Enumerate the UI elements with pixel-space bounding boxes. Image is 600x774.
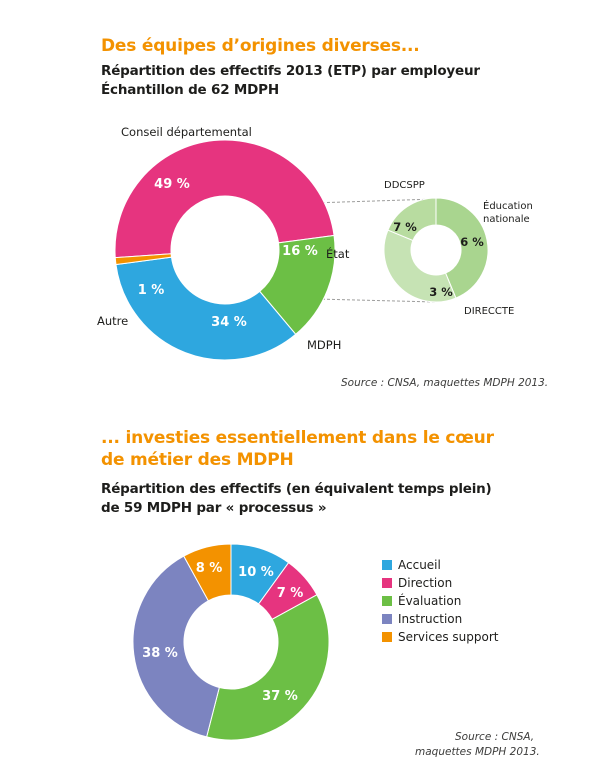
label-mdph: MDPH [307,338,341,352]
process-legend: Accueil Direction Évaluation Instruction… [382,556,499,646]
slice-mdph [115,256,297,361]
legend-item-services-support: Services support [382,628,499,646]
employer-donut [114,139,336,361]
slice-autre [114,253,173,266]
label-conseil-departemental: Conseil départemental [121,125,252,139]
legend-item-instruction: Instruction [382,610,499,628]
legend-swatch-evaluation [382,596,392,606]
legend-item-evaluation: Évaluation [382,592,499,610]
pct-direccte: 3 % [429,285,453,299]
label-ddcspp: DDCSPP [384,180,425,191]
pct-autre: 1 % [138,283,165,298]
pct-evaluation: 37 % [262,689,298,704]
pct-direction: 7 % [277,586,304,601]
pct-instruction: 38 % [142,646,178,661]
section2-subtitle-line2: de 59 MDPH par « processus » [101,500,327,516]
state-detail-donut [383,197,489,303]
section2-source-line2: maquettes MDPH 2013. [415,746,540,758]
legend-label-instruction: Instruction [398,612,463,626]
process-donut [132,543,330,741]
pct-etat: 16 % [282,244,318,259]
legend-label-services-support: Services support [398,630,499,644]
pct-education: 6 % [460,235,484,249]
section1-subtitle-line1: Répartition des effectifs 2013 (ETP) par… [101,63,480,79]
legend-swatch-services-support [382,632,392,642]
slice-conseil-departemental [114,139,335,259]
label-education-line2: nationale [483,214,530,225]
pct-mdph: 34 % [211,315,247,330]
legend-swatch-accueil [382,560,392,570]
zoom-connector-top [311,198,437,204]
zoom-connector-bottom [316,298,437,303]
pct-conseil-departemental: 49 % [154,177,190,192]
section2-subtitle-line1: Répartition des effectifs (en équivalent… [101,481,492,497]
pct-ddcspp: 7 % [393,220,417,234]
label-autre: Autre [97,314,128,328]
slice-evaluation [206,594,330,741]
slice-ddcspp [435,197,489,299]
legend-item-accueil: Accueil [382,556,499,574]
pct-services-support: 8 % [196,561,223,576]
slice-education-nationale [383,229,457,303]
section1-subtitle-line2: Échantillon de 62 MDPH [101,82,279,98]
legend-label-accueil: Accueil [398,558,441,572]
label-education-line1: Éducation [483,199,533,212]
slice-services-support [183,543,232,602]
slice-instruction [132,555,220,738]
label-etat: État [326,246,350,261]
label-direccte: DIRECCTE [464,306,514,317]
slice-direccte [387,197,437,242]
legend-item-direction: Direction [382,574,499,592]
legend-swatch-direction [382,578,392,588]
legend-label-direction: Direction [398,576,453,590]
section1-title: Des équipes d’origines diverses... [101,36,420,56]
pct-accueil: 10 % [238,565,274,580]
legend-label-evaluation: Évaluation [398,594,462,608]
section2-title-line1: ... investies essentiellement dans le cœ… [101,428,494,448]
legend-swatch-instruction [382,614,392,624]
section2-source-line1: Source : CNSA, [455,731,535,743]
section2-title-line2: de métier des MDPH [101,450,294,470]
section1-source: Source : CNSA, maquettes MDPH 2013. [341,377,549,389]
